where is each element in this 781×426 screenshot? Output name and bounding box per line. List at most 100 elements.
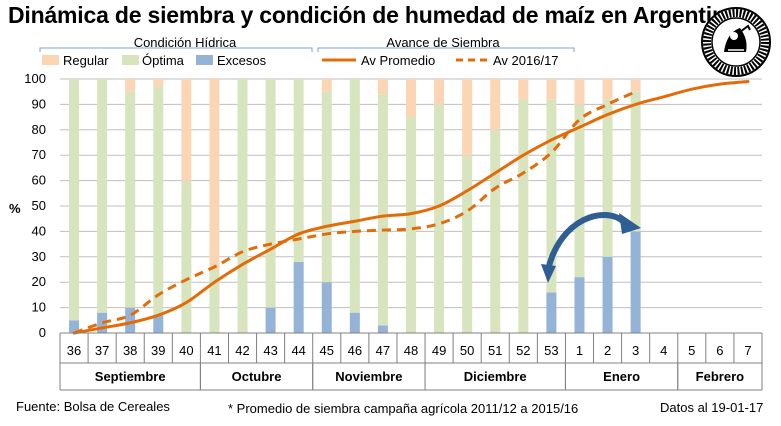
bar-excesos-53 bbox=[546, 292, 557, 333]
bar-ptima-42 bbox=[237, 79, 248, 333]
y-tick-labels: 0 10 20 30 40 50 60 70 80 90 100 bbox=[24, 71, 46, 340]
month-label: Septiembre bbox=[95, 369, 166, 384]
month-label: Octubre bbox=[232, 369, 282, 384]
bar-regular-40 bbox=[181, 79, 192, 181]
x-tick-label: 40 bbox=[179, 343, 193, 358]
bar-ptima-44 bbox=[293, 79, 304, 262]
y-tick-label: 50 bbox=[32, 198, 46, 213]
x-tick-label: 1 bbox=[576, 343, 583, 358]
x-tick-label: 46 bbox=[348, 343, 362, 358]
bar-ptima-43 bbox=[265, 79, 276, 308]
bar-ptima-39 bbox=[153, 86, 164, 316]
x-tick-label: 3 bbox=[632, 343, 639, 358]
legend-regular-label: Regular bbox=[63, 53, 109, 68]
bar-ptima-48 bbox=[406, 117, 416, 333]
legend-optima-swatch bbox=[122, 55, 139, 65]
x-tick-labels: 36 37 38 39 40 41 42 43 44 45 46 47 48 49 50 51 52 53 1 2 3 4… bbox=[67, 343, 752, 358]
bar-ptima-49 bbox=[434, 104, 445, 334]
bar-excesos-1 bbox=[574, 277, 585, 333]
bar-excesos-3 bbox=[630, 231, 641, 333]
x-tick-label: 53 bbox=[544, 343, 558, 358]
bar-regular-50 bbox=[462, 79, 473, 156]
bar-ptima-45 bbox=[321, 91, 332, 283]
bar-ptima-41 bbox=[209, 269, 220, 333]
x-tick-label: 36 bbox=[67, 343, 81, 358]
x-tick-label: 6 bbox=[716, 343, 723, 358]
x-tick-label: 7 bbox=[744, 343, 751, 358]
bar-excesos-47 bbox=[377, 325, 388, 333]
bar-ptima-38 bbox=[125, 91, 136, 308]
month-label: Enero bbox=[603, 369, 640, 384]
x-tick-label: 42 bbox=[235, 343, 249, 358]
bar-regular-3 bbox=[630, 79, 641, 92]
x-tick-label: 52 bbox=[516, 343, 530, 358]
x-tick-label: 45 bbox=[320, 343, 334, 358]
x-tick-label: 51 bbox=[488, 343, 502, 358]
data-date: Datos al 19-01-17 bbox=[660, 400, 764, 415]
y-tick-label: 70 bbox=[32, 147, 46, 162]
footnote: * Promedio de siembra campaña agrícola 2… bbox=[228, 401, 579, 416]
bar-ptima-3 bbox=[630, 91, 641, 232]
bar-regular-48 bbox=[406, 79, 416, 118]
bar-ptima-2 bbox=[602, 99, 613, 257]
line-avpromedio bbox=[72, 80, 750, 335]
legend-excesos-swatch bbox=[196, 55, 213, 65]
x-tick-label: 48 bbox=[404, 343, 418, 358]
legend-regular-swatch bbox=[42, 55, 59, 65]
bar-regular-1 bbox=[574, 79, 585, 105]
seal-icon bbox=[701, 7, 771, 77]
month-label: Diciembre bbox=[464, 369, 527, 384]
bar-excesos-36 bbox=[69, 320, 80, 333]
y-axis-label: % bbox=[9, 201, 21, 216]
y-tick-label: 90 bbox=[32, 96, 46, 111]
x-tick-label: 47 bbox=[376, 343, 390, 358]
x-tick-label: 37 bbox=[95, 343, 109, 358]
bars bbox=[69, 79, 641, 334]
bar-regular-47 bbox=[377, 79, 388, 95]
source-note: Fuente: Bolsa de Cereales bbox=[16, 399, 170, 414]
bar-ptima-36 bbox=[69, 79, 80, 321]
bar-ptima-40 bbox=[181, 180, 192, 333]
bar-ptima-50 bbox=[462, 155, 473, 333]
bar-ptima-51 bbox=[490, 129, 501, 333]
y-tick-label: 40 bbox=[32, 223, 46, 238]
month-labels: Septiembre Octubre Noviembre Diciembre Enero… bbox=[59, 363, 763, 390]
x-tick-label: 39 bbox=[151, 343, 165, 358]
x-tick-label: 49 bbox=[432, 343, 446, 358]
bar-ptima-52 bbox=[518, 99, 529, 333]
bar-excesos-44 bbox=[293, 261, 304, 333]
month-label: Noviembre bbox=[335, 369, 402, 384]
bar-regular-53 bbox=[546, 79, 557, 100]
legend-av-2016-label: Av 2016/17 bbox=[493, 53, 559, 68]
legend-brackets bbox=[39, 47, 575, 52]
bar-regular-49 bbox=[434, 79, 445, 105]
bar-excesos-2 bbox=[602, 256, 613, 333]
bar-ptima-46 bbox=[349, 79, 360, 313]
bar-excesos-43 bbox=[265, 307, 276, 333]
legend-group-planting-title: Avance de Siembra bbox=[386, 35, 500, 50]
bar-excesos-46 bbox=[349, 312, 360, 333]
bar-ptima-1 bbox=[574, 104, 585, 278]
bar-excesos-45 bbox=[321, 282, 332, 333]
x-tick-label: 43 bbox=[263, 343, 277, 358]
trend-arrow bbox=[541, 212, 641, 283]
bar-ptima-53 bbox=[546, 99, 557, 293]
bar-ptima-47 bbox=[377, 94, 388, 326]
x-tick-label: 41 bbox=[207, 343, 221, 358]
legend-av-promedio-label: Av Promedio bbox=[361, 53, 436, 68]
x-axis bbox=[59, 332, 763, 391]
bar-regular-39 bbox=[153, 79, 164, 87]
legend-optima-label: Óptima bbox=[142, 53, 184, 68]
bar-regular-52 bbox=[518, 79, 529, 100]
x-tick-label: 2 bbox=[604, 343, 611, 358]
legend-excesos-label: Excesos bbox=[217, 53, 267, 68]
line-av201617 bbox=[73, 90, 637, 335]
bar-regular-41 bbox=[209, 79, 220, 270]
y-tick-label: 10 bbox=[32, 300, 46, 315]
x-tick-label: 5 bbox=[688, 343, 695, 358]
bar-regular-38 bbox=[125, 79, 136, 92]
x-tick-label: 50 bbox=[460, 343, 474, 358]
y-tick-label: 0 bbox=[39, 325, 46, 340]
bar-regular-51 bbox=[490, 79, 501, 130]
